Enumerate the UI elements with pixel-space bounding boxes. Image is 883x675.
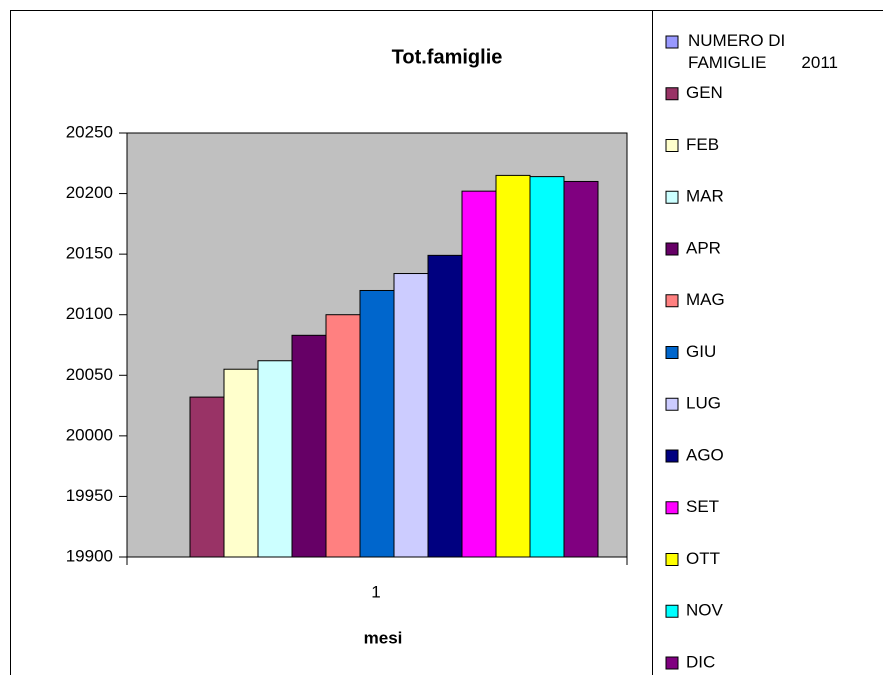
legend-swatch — [665, 604, 679, 618]
x-tick-label: 1 — [371, 582, 380, 601]
legend-swatch — [665, 656, 679, 670]
bar — [257, 360, 293, 558]
legend-label: LUG — [686, 394, 721, 413]
bar — [393, 273, 429, 558]
legend-label: MAR — [686, 187, 724, 206]
legend-label: AGO — [686, 445, 724, 464]
y-tick-label: 19950 — [66, 486, 113, 505]
legend-label: NOV — [686, 601, 724, 620]
legend-label: GIU — [686, 342, 716, 361]
y-tick-label: 20250 — [66, 122, 113, 141]
legend-swatch — [665, 35, 679, 49]
legend-label: GEN — [686, 83, 723, 102]
y-tick-label: 19900 — [66, 546, 113, 565]
legend-label: APR — [686, 238, 721, 257]
bar — [495, 174, 531, 558]
chart-title: Tot.famiglie — [392, 46, 503, 68]
bar — [461, 190, 497, 558]
bar — [529, 176, 565, 558]
legend-box — [652, 10, 883, 675]
bar — [325, 314, 361, 558]
legend-swatch — [665, 294, 679, 308]
legend-label: DIC — [686, 652, 715, 671]
legend-label-box: NUMERO DI FAMIGLIE 2011 — [688, 31, 838, 72]
y-tick-label: 20100 — [66, 304, 113, 323]
legend-swatch — [665, 501, 679, 515]
legend-swatch — [665, 242, 679, 256]
legend-swatch — [665, 139, 679, 152]
legend-label: OTT — [686, 549, 720, 568]
legend-label: NUMERO DI FAMIGLIE 2011 — [688, 31, 838, 72]
bar — [427, 254, 463, 558]
bar — [223, 368, 259, 558]
bar — [359, 289, 395, 558]
legend-swatch — [665, 449, 679, 463]
x-axis-label: mesi — [364, 628, 403, 647]
y-tick-label: 20150 — [66, 244, 113, 263]
legend-label: MAG — [686, 290, 725, 309]
y-tick-label: 20200 — [66, 183, 113, 202]
legend-swatch — [665, 87, 679, 101]
bar — [291, 334, 327, 558]
legend-swatch — [665, 397, 679, 411]
legend-label: FEB — [686, 135, 719, 154]
bar — [563, 180, 599, 558]
legend-swatch — [665, 190, 679, 204]
y-tick-label: 20000 — [66, 425, 113, 444]
legend-label: SET — [686, 497, 719, 516]
y-tick-label: 20050 — [66, 365, 113, 384]
bar — [189, 396, 225, 558]
legend-swatch — [665, 346, 679, 359]
legend-swatch — [665, 553, 679, 566]
